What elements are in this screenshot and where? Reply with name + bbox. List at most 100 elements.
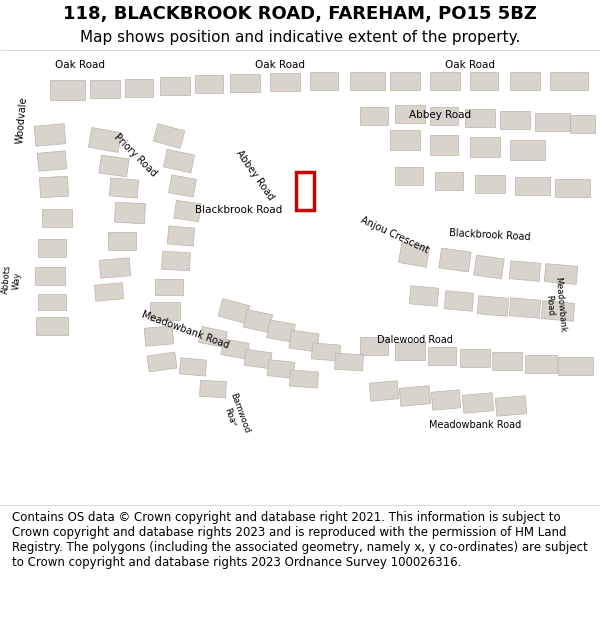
Text: Meadowbank Road: Meadowbank Road	[140, 309, 230, 351]
Bar	[296, 172, 314, 210]
Bar	[115, 202, 146, 224]
Bar	[500, 111, 530, 129]
Bar	[525, 355, 557, 373]
Bar	[179, 358, 206, 376]
Bar	[88, 127, 122, 152]
Bar	[35, 267, 65, 285]
Text: Abbey Road: Abbey Road	[234, 148, 276, 202]
Bar	[221, 339, 249, 359]
Bar	[289, 370, 319, 388]
Bar	[230, 74, 260, 92]
Bar	[144, 326, 174, 346]
Bar	[535, 113, 570, 131]
Bar	[37, 151, 67, 171]
Bar	[199, 326, 227, 348]
Bar	[428, 347, 456, 365]
Bar	[470, 137, 500, 157]
Bar	[169, 175, 196, 197]
Bar	[430, 72, 460, 90]
Bar	[155, 279, 183, 295]
Bar	[399, 386, 431, 406]
Text: Woodvale: Woodvale	[15, 96, 29, 144]
Text: Meadowbank Road: Meadowbank Road	[429, 420, 521, 430]
Text: Oak Road: Oak Road	[445, 60, 495, 70]
Text: Blackbrook Road: Blackbrook Road	[195, 205, 282, 215]
Bar	[555, 179, 590, 197]
Text: Oak Road: Oak Road	[255, 60, 305, 70]
Text: Oak Road: Oak Road	[55, 60, 105, 70]
Text: Abbots
Way: Abbots Way	[1, 264, 23, 296]
Bar	[125, 79, 153, 97]
Bar	[167, 226, 195, 246]
Bar	[174, 201, 201, 222]
Bar	[50, 80, 85, 100]
Bar	[289, 330, 319, 352]
Bar	[99, 155, 129, 177]
Bar	[34, 124, 66, 146]
Bar	[474, 255, 504, 279]
Bar	[390, 72, 420, 90]
Text: Barnwood
Roaᵈ: Barnwood Roaᵈ	[218, 392, 251, 438]
Bar	[460, 349, 490, 367]
Bar	[147, 352, 177, 372]
Bar	[90, 80, 120, 98]
Text: Dalewood Road: Dalewood Road	[377, 335, 453, 345]
Bar	[108, 232, 136, 250]
Bar	[431, 390, 461, 410]
Bar	[160, 77, 190, 95]
Text: Anjou Crescent: Anjou Crescent	[359, 215, 431, 255]
Bar	[462, 392, 494, 413]
Bar	[150, 302, 180, 320]
Bar	[475, 175, 505, 193]
Bar	[163, 149, 194, 173]
Bar	[550, 72, 588, 90]
Bar	[195, 75, 223, 93]
Bar	[435, 172, 463, 190]
Bar	[570, 115, 595, 133]
Text: Abbey Road: Abbey Road	[409, 110, 471, 120]
Bar	[360, 107, 388, 125]
Bar	[38, 294, 66, 310]
Bar	[395, 342, 425, 360]
Bar	[541, 301, 575, 321]
Bar	[42, 209, 72, 227]
Bar	[465, 109, 495, 127]
Text: Meadowbank
Road: Meadowbank Road	[543, 276, 567, 334]
Bar	[244, 349, 272, 369]
Bar	[218, 299, 250, 323]
Bar	[395, 167, 423, 185]
Bar	[439, 248, 471, 272]
Text: Contains OS data © Crown copyright and database right 2021. This information is : Contains OS data © Crown copyright and d…	[12, 511, 588, 569]
Bar	[360, 337, 388, 355]
Bar	[477, 296, 509, 316]
Bar	[430, 107, 458, 125]
Bar	[495, 396, 527, 416]
Bar	[515, 177, 550, 195]
Bar	[40, 176, 68, 198]
Bar	[153, 124, 185, 148]
Text: Priory Road: Priory Road	[112, 132, 158, 178]
Bar	[510, 72, 540, 90]
Bar	[444, 291, 474, 311]
Bar	[244, 309, 272, 332]
Bar	[270, 73, 300, 91]
Bar	[510, 140, 545, 160]
Bar	[369, 381, 399, 401]
Bar	[36, 317, 68, 335]
Bar	[544, 264, 578, 284]
Bar	[558, 357, 593, 375]
Bar	[38, 239, 66, 257]
Bar	[409, 286, 439, 306]
Text: 118, BLACKBROOK ROAD, FAREHAM, PO15 5BZ: 118, BLACKBROOK ROAD, FAREHAM, PO15 5BZ	[63, 5, 537, 23]
Bar	[509, 261, 541, 281]
Bar	[99, 258, 131, 278]
Bar	[335, 353, 364, 371]
Bar	[350, 72, 385, 90]
Bar	[509, 298, 541, 318]
Bar	[390, 130, 420, 150]
Bar	[430, 135, 458, 155]
Bar	[161, 251, 190, 271]
Bar	[200, 381, 226, 398]
Bar	[310, 72, 338, 90]
Bar	[492, 352, 522, 370]
